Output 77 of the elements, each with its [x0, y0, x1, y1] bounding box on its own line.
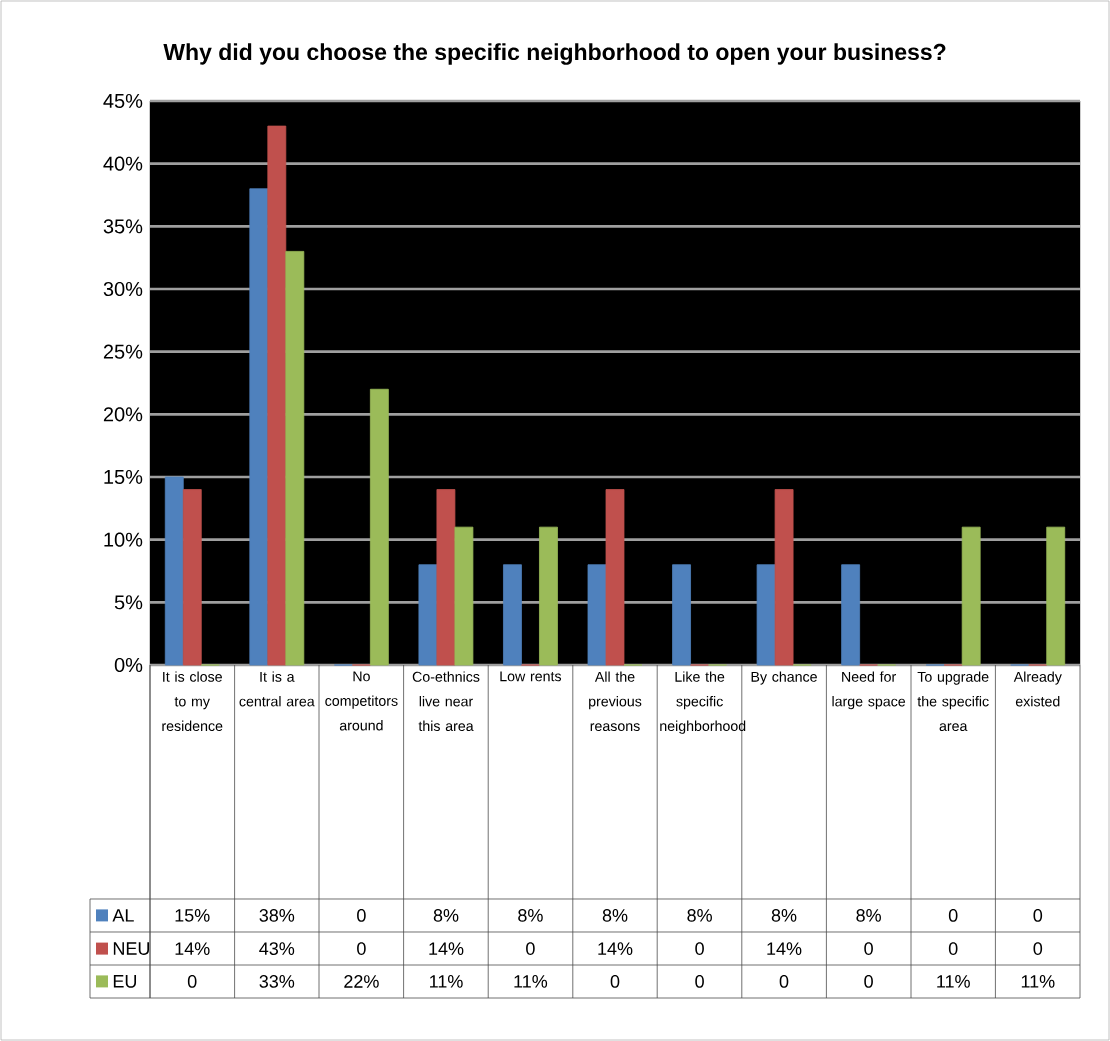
bar — [164, 476, 184, 666]
x-tick-label: By chance — [751, 671, 817, 685]
x-tick-label: It is close to my residence — [162, 671, 223, 732]
bar — [436, 489, 456, 666]
data-label: 0 — [526, 942, 535, 955]
data-label: 11% — [937, 975, 970, 988]
data-label: 0 — [779, 975, 789, 988]
data-label: 0 — [357, 942, 366, 955]
y-tick-label: 40% — [103, 156, 143, 171]
bar — [267, 125, 287, 666]
y-tick-label: 30% — [103, 281, 143, 297]
data-label: 43% — [259, 942, 295, 955]
y-tick-label: 15% — [104, 469, 143, 485]
data-label: 0 — [864, 975, 873, 988]
data-label: 8% — [518, 909, 543, 922]
bar — [249, 188, 269, 666]
legend-label: NEU — [113, 942, 150, 955]
data-label: 8% — [433, 909, 459, 922]
bar — [454, 526, 474, 666]
data-label: 22% — [344, 975, 379, 988]
bar — [285, 251, 305, 666]
x-tick-label: To upgrade the specific area — [917, 671, 989, 732]
data-label: 0 — [187, 975, 197, 988]
data-label: 33% — [259, 975, 295, 988]
x-tick-label: It is a central area — [239, 671, 315, 707]
bar — [672, 564, 691, 666]
bar — [756, 564, 776, 666]
chart-title: Why did you choose the specific neighborhood to open your business? — [163, 43, 946, 65]
x-tick-label: All the previous reasons — [589, 671, 642, 732]
data-label: 8% — [687, 909, 712, 922]
x-tick-label: Already existed — [1013, 671, 1062, 707]
y-tick-label: 0% — [114, 657, 143, 673]
data-label: 38% — [259, 909, 295, 922]
x-tick-label: Like the specific neighborhood — [660, 671, 746, 734]
data-label: 0 — [864, 942, 873, 955]
data-label: 14% — [598, 942, 633, 955]
bar — [503, 564, 522, 666]
x-tick-label: Need for large space — [832, 671, 906, 710]
legend-label: EU — [113, 975, 137, 988]
data-label: 0 — [357, 909, 366, 922]
data-label: 11% — [1021, 975, 1055, 988]
data-label: 0 — [948, 942, 958, 955]
data-label: 15% — [175, 909, 210, 922]
bar — [605, 489, 625, 666]
y-tick-label: 20% — [103, 407, 143, 422]
data-label: 14% — [767, 942, 802, 955]
data-label: 14% — [175, 942, 210, 955]
x-tick-label: Co-ethnics live near this area — [412, 671, 480, 732]
bar — [961, 526, 981, 666]
bar — [182, 489, 202, 666]
y-tick-label: 35% — [103, 219, 143, 234]
bar — [418, 564, 438, 666]
data-label: 11% — [514, 975, 548, 988]
x-tick-label: Low rents — [500, 671, 562, 682]
legend-label: AL — [112, 909, 134, 922]
data-label: 8% — [771, 909, 797, 922]
bar — [369, 388, 389, 666]
bar — [1046, 526, 1066, 666]
bar — [841, 564, 861, 666]
data-label: 0 — [1033, 909, 1043, 922]
y-tick-label: 10% — [104, 532, 143, 547]
bar — [587, 564, 607, 666]
data-label: 0 — [948, 909, 958, 922]
y-tick-label: 5% — [114, 595, 143, 610]
y-tick-label: 25% — [103, 344, 143, 359]
bar — [774, 489, 794, 666]
data-label: 8% — [856, 909, 881, 922]
data-label: 0 — [695, 942, 704, 955]
data-label: 14% — [429, 942, 464, 955]
data-label: 0 — [1033, 942, 1043, 955]
data-label: 0 — [610, 975, 620, 988]
bar — [539, 526, 558, 666]
x-tick-label: No competitors around — [325, 671, 398, 731]
data-label: 11% — [430, 975, 463, 988]
data-label: 8% — [602, 909, 628, 922]
data-label: 0 — [695, 975, 704, 988]
y-tick-label: 45% — [103, 93, 143, 109]
